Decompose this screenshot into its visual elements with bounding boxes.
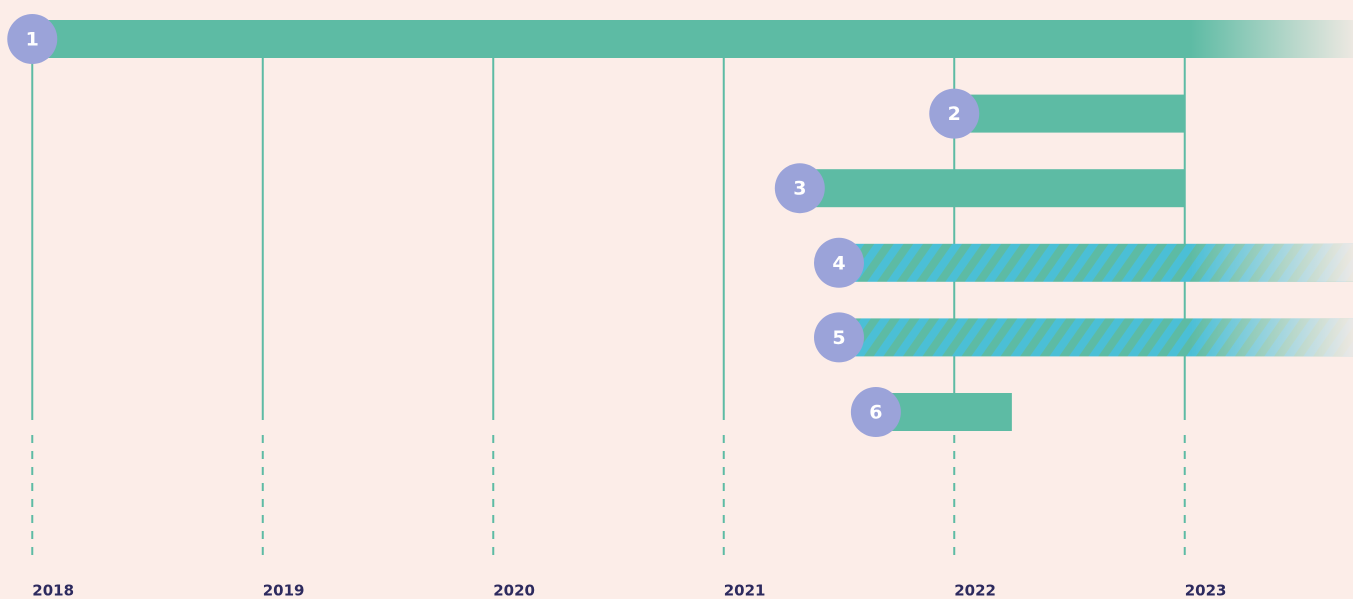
bar-badge (813, 312, 864, 363)
x-tick-label: 2019 (263, 582, 305, 599)
bar-fade (1190, 20, 1353, 58)
bar-label: 4 (832, 252, 845, 274)
bar-label: 3 (793, 178, 806, 200)
bar-badge (813, 237, 864, 288)
bar-fade (1190, 318, 1353, 357)
bar-badge (929, 88, 980, 139)
bar (32, 20, 1353, 58)
bar-fade (1190, 243, 1353, 282)
x-tick-label: 2020 (493, 582, 535, 599)
bar-badge (774, 163, 825, 214)
bar-label: 2 (948, 103, 961, 125)
bar (954, 94, 1185, 133)
bar (799, 169, 1185, 208)
bar-badge (7, 14, 58, 64)
bar-label: 1 (26, 29, 39, 51)
x-tick-label: 2021 (724, 582, 766, 599)
x-tick-label: 2022 (954, 582, 996, 599)
x-tick-label: 2018 (32, 582, 74, 599)
bar-badge (850, 387, 901, 437)
x-tick-label: 2023 (1185, 582, 1227, 599)
bar-label: 5 (832, 327, 845, 349)
bar-label: 6 (869, 402, 882, 424)
